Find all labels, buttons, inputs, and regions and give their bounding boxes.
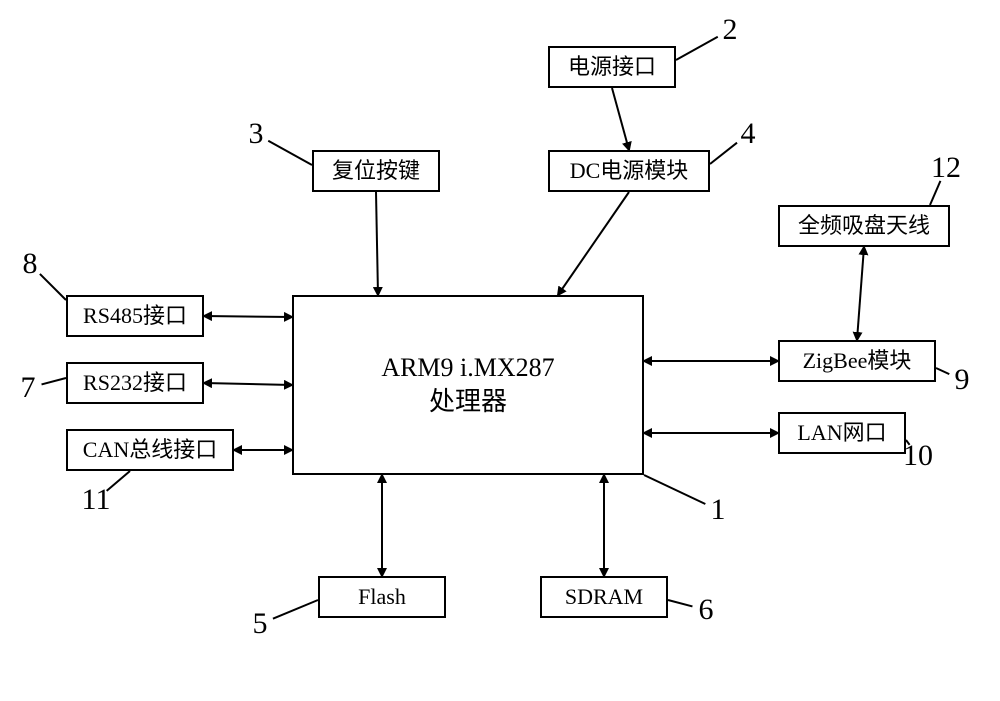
node-rs485-label: RS485接口: [83, 302, 187, 331]
callout-10: 10: [903, 439, 933, 473]
callout-2: 2: [723, 13, 738, 47]
callout-7-text: 7: [21, 371, 36, 404]
callout-2-text: 2: [723, 13, 738, 46]
node-antenna-label: 全频吸盘天线: [798, 212, 930, 241]
callout-8-text: 8: [23, 247, 38, 280]
callout-11: 11: [82, 483, 111, 517]
callout-10-text: 10: [903, 439, 933, 472]
callout-3: 3: [249, 117, 264, 151]
callout-4-text: 4: [741, 117, 756, 150]
callout-8: 8: [23, 247, 38, 281]
node-zigbee-label: ZigBee模块: [803, 347, 912, 376]
callout-9-text: 9: [955, 363, 970, 396]
callout-5: 5: [253, 607, 268, 641]
node-reset: 复位按键: [312, 150, 440, 192]
node-cpu: ARM9 i.MX287 处理器: [292, 295, 644, 475]
diagram-canvas: ARM9 i.MX287 处理器 电源接口 复位按键 DC电源模块 RS485接…: [0, 0, 1000, 701]
node-power-if-label: 电源接口: [568, 53, 656, 82]
node-sdram-label: SDRAM: [565, 583, 643, 612]
node-sdram: SDRAM: [540, 576, 668, 618]
node-dc-label: DC电源模块: [570, 157, 689, 186]
node-flash: Flash: [318, 576, 446, 618]
node-power-if: 电源接口: [548, 46, 676, 88]
callout-1: 1: [711, 493, 726, 527]
callout-12-text: 12: [931, 151, 961, 184]
node-antenna: 全频吸盘天线: [778, 205, 950, 247]
callout-11-text: 11: [82, 483, 111, 516]
callout-6: 6: [699, 593, 714, 627]
node-can: CAN总线接口: [66, 429, 234, 471]
node-rs232-label: RS232接口: [83, 369, 187, 398]
node-lan: LAN网口: [778, 412, 906, 454]
callout-7: 7: [21, 371, 36, 405]
callout-9: 9: [955, 363, 970, 397]
node-dc: DC电源模块: [548, 150, 710, 192]
node-rs485: RS485接口: [66, 295, 204, 337]
callout-4: 4: [741, 117, 756, 151]
node-can-label: CAN总线接口: [83, 436, 217, 465]
node-lan-label: LAN网口: [797, 419, 886, 448]
callout-3-text: 3: [249, 117, 264, 150]
node-zigbee: ZigBee模块: [778, 340, 936, 382]
callout-1-text: 1: [711, 493, 726, 526]
node-flash-label: Flash: [358, 583, 406, 612]
node-cpu-label: ARM9 i.MX287 处理器: [381, 351, 554, 419]
callout-12: 12: [931, 151, 961, 185]
node-rs232: RS232接口: [66, 362, 204, 404]
callout-5-text: 5: [253, 607, 268, 640]
callout-6-text: 6: [699, 593, 714, 626]
node-reset-label: 复位按键: [332, 157, 420, 186]
